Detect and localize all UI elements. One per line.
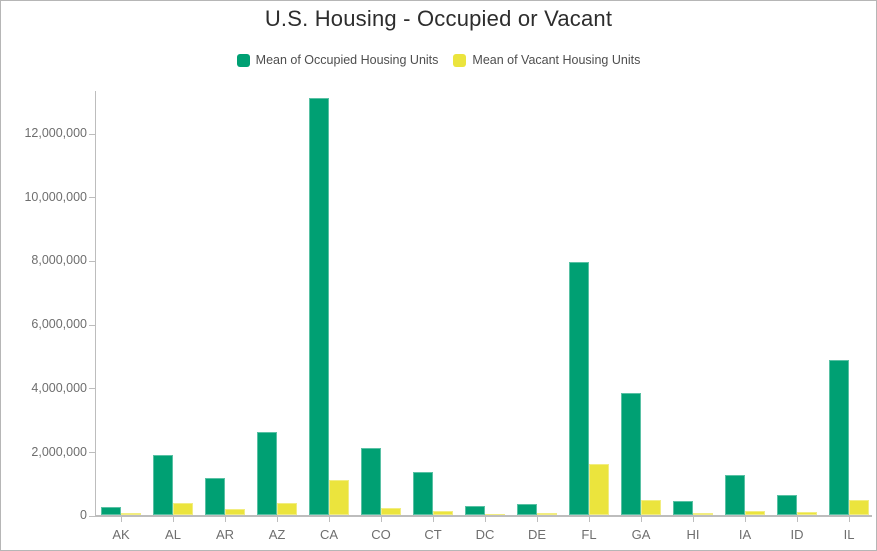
y-axis-tick (89, 197, 95, 198)
bar-vacant-GA[interactable] (641, 500, 661, 515)
bar-occupied-FL[interactable] (569, 262, 589, 515)
x-axis-tick-label: HI (686, 527, 700, 542)
bar-vacant-AK[interactable] (121, 513, 141, 515)
y-axis-tick-label: 0 (80, 508, 87, 522)
x-axis-line (95, 515, 872, 517)
x-axis-tick-label: GA (631, 527, 651, 542)
x-axis-tick (329, 517, 330, 522)
x-axis-tick-label: AL (165, 527, 181, 542)
bar-occupied-AR[interactable] (205, 478, 225, 515)
bar-vacant-IL[interactable] (849, 500, 869, 515)
legend-item-label: Mean of Occupied Housing Units (255, 53, 439, 67)
x-axis-tick (433, 517, 434, 522)
bar-occupied-AK[interactable] (101, 507, 121, 515)
bar-occupied-DC[interactable] (465, 506, 485, 515)
bar-occupied-AL[interactable] (153, 455, 173, 515)
x-axis-tick-label: AK (112, 527, 130, 542)
bar-vacant-DC[interactable] (485, 514, 505, 515)
bar-occupied-DE[interactable] (517, 504, 537, 515)
y-axis-tick (89, 452, 95, 453)
legend-swatch-vacant (453, 53, 467, 67)
bar-vacant-HI[interactable] (693, 513, 713, 515)
y-axis-tick (89, 388, 95, 389)
chart-title: U.S. Housing - Occupied or Vacant (264, 6, 613, 31)
y-axis-tick (89, 516, 95, 517)
x-axis-tick (225, 517, 226, 522)
x-axis-tick (849, 517, 850, 522)
bar-occupied-ID[interactable] (777, 495, 797, 515)
x-axis-tick-label: AZ (268, 527, 286, 542)
bar-occupied-HI[interactable] (673, 501, 693, 515)
bar-vacant-ID[interactable] (797, 512, 817, 515)
bar-occupied-CT[interactable] (413, 472, 433, 515)
bar-occupied-IA[interactable] (725, 475, 745, 515)
y-axis-tick (89, 325, 95, 326)
y-axis-tick-label: 6,000,000 (31, 317, 87, 331)
x-axis-tick-label: DE (527, 527, 547, 542)
bar-vacant-AL[interactable] (173, 503, 193, 515)
x-axis-tick (693, 517, 694, 522)
x-axis-tick-label: CA (319, 527, 339, 542)
legend: Mean of Occupied Housing Units Mean of Va… (1, 53, 876, 67)
bar-vacant-AZ[interactable] (277, 503, 297, 515)
x-axis-tick-label: CO (371, 527, 391, 542)
x-axis-tick (277, 517, 278, 522)
bar-occupied-CA[interactable] (309, 98, 329, 515)
y-axis-tick (89, 134, 95, 135)
y-axis-tick-label: 10,000,000 (24, 190, 87, 204)
bar-occupied-CO[interactable] (361, 448, 381, 515)
x-axis-tick-label: IA (738, 527, 752, 542)
x-axis-tick-label: FL (581, 527, 597, 542)
x-axis-tick (381, 517, 382, 522)
bar-vacant-AR[interactable] (225, 509, 245, 515)
bar-occupied-IL[interactable] (829, 360, 849, 515)
legend-item-vacant[interactable]: Mean of Vacant Housing Units (453, 53, 640, 67)
bar-vacant-FL[interactable] (589, 464, 609, 515)
y-axis-line (95, 91, 96, 517)
x-axis-tick (121, 517, 122, 522)
bar-occupied-AZ[interactable] (257, 432, 277, 515)
x-axis-tick (589, 517, 590, 522)
y-axis-tick-label: 12,000,000 (24, 126, 87, 140)
bar-vacant-CO[interactable] (381, 508, 401, 515)
y-axis-tick-label: 8,000,000 (31, 253, 87, 267)
x-axis-tick (485, 517, 486, 522)
y-axis-tick-label: 4,000,000 (31, 381, 87, 395)
x-axis-tick (537, 517, 538, 522)
x-axis-tick (745, 517, 746, 522)
x-axis-tick-label: DC (475, 527, 495, 542)
y-axis-tick-label: 2,000,000 (31, 445, 87, 459)
bar-vacant-DE[interactable] (537, 513, 557, 515)
legend-item-label: Mean of Vacant Housing Units (472, 53, 641, 67)
x-axis-tick (641, 517, 642, 522)
bar-occupied-GA[interactable] (621, 393, 641, 515)
bar-vacant-CA[interactable] (329, 480, 349, 515)
bar-vacant-CT[interactable] (433, 511, 453, 515)
x-axis-tick (797, 517, 798, 522)
x-axis-tick-label: CT (424, 527, 442, 542)
bar-vacant-IA[interactable] (745, 511, 765, 515)
legend-item-occupied[interactable]: Mean of Occupied Housing Units (236, 53, 439, 67)
x-axis-tick-label: ID (790, 527, 804, 542)
x-axis-tick (173, 517, 174, 522)
x-axis-tick-label: AR (215, 527, 235, 542)
legend-swatch-occupied (236, 53, 250, 67)
y-axis-tick (89, 261, 95, 262)
x-axis-tick-label: IL (843, 527, 855, 542)
